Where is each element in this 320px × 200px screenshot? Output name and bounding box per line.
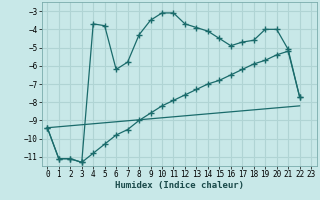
X-axis label: Humidex (Indice chaleur): Humidex (Indice chaleur) [115,181,244,190]
